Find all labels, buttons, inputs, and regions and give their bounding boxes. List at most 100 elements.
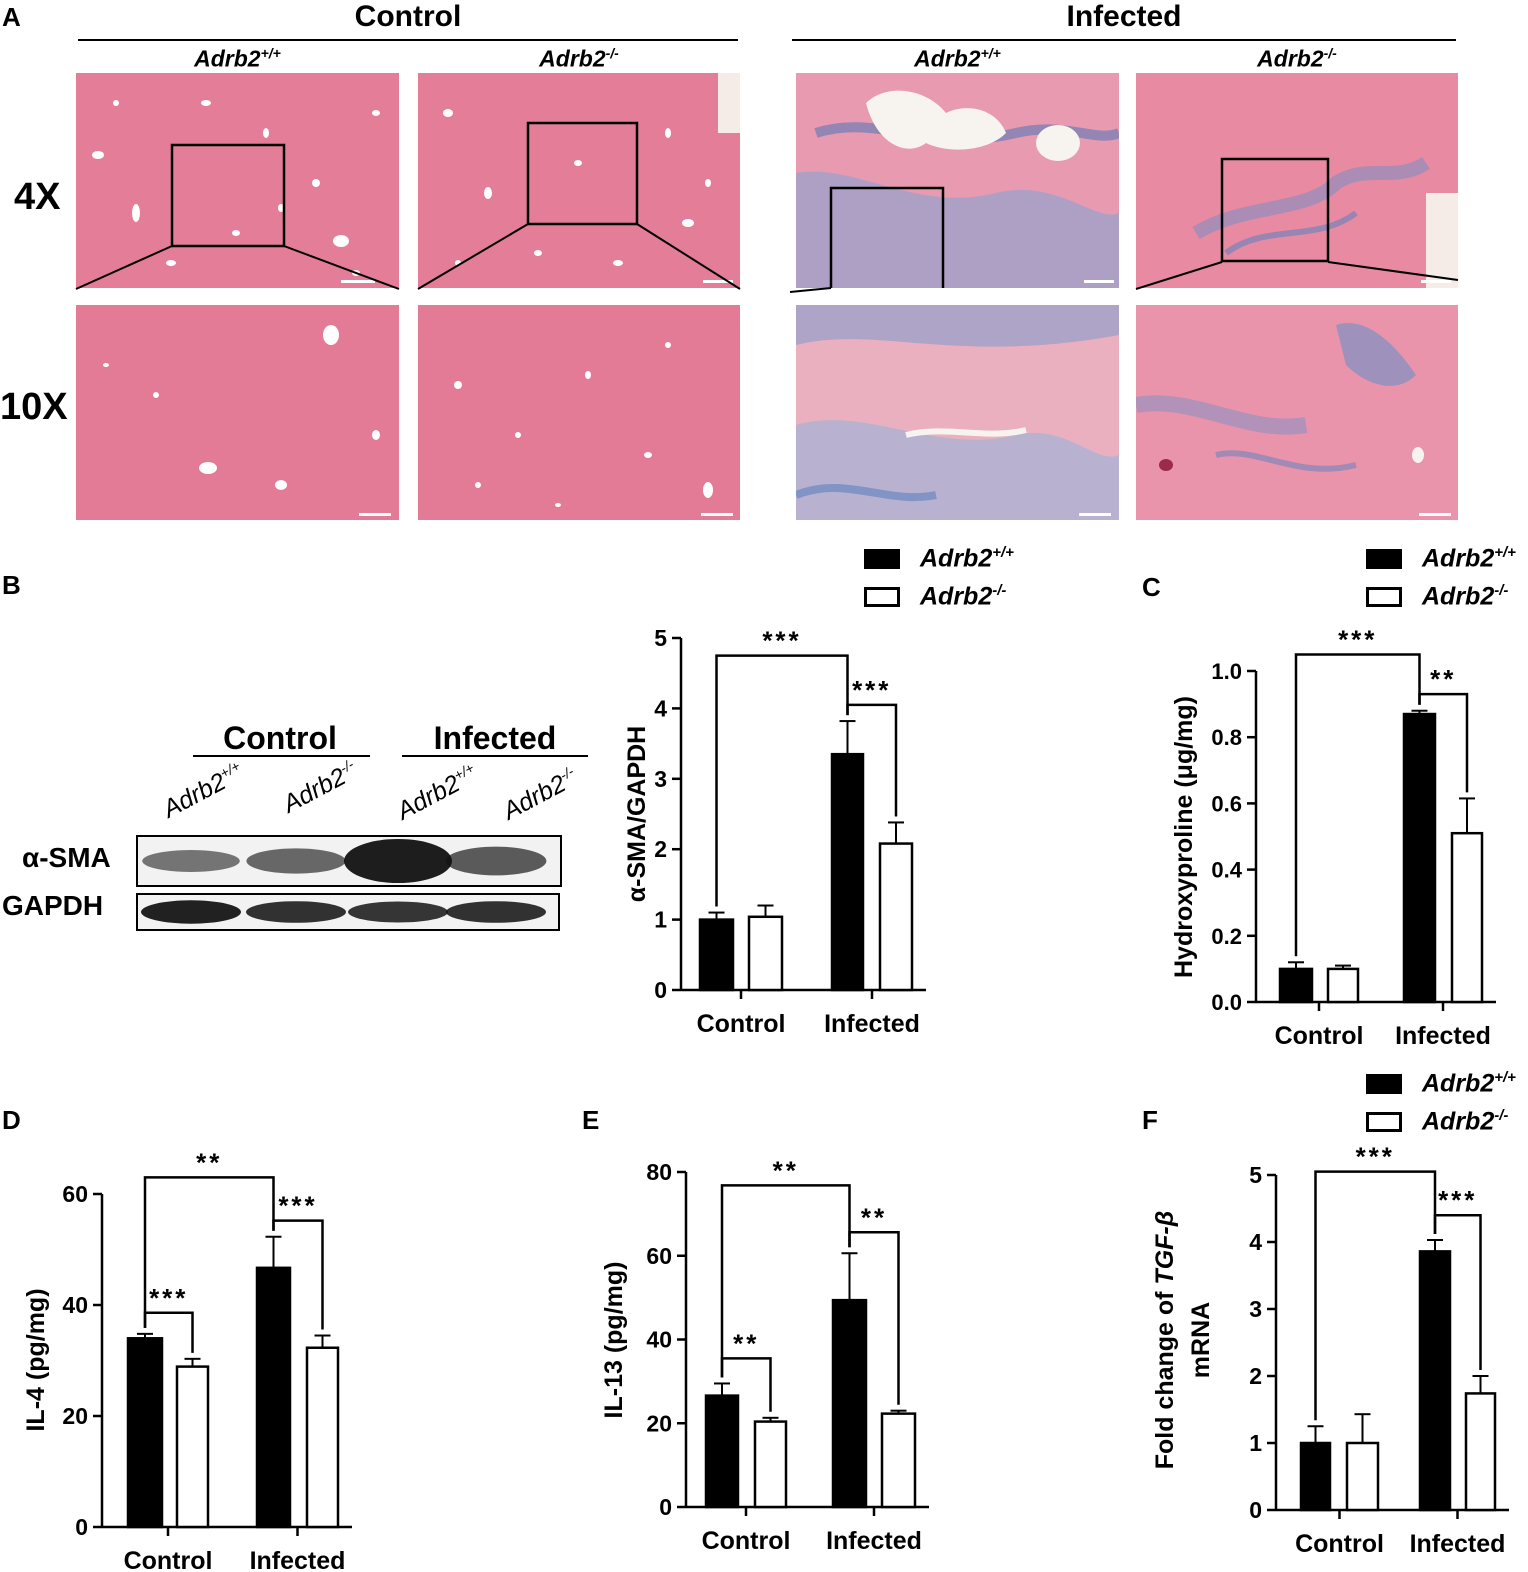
legend-b-swatch-wt <box>864 549 900 569</box>
chart-e: 0 20 40 60 80 IL-13 (pg/mg) Control Infected ** *… <box>600 1155 929 1555</box>
chart-e-bar-0-1 <box>753 1420 788 1509</box>
micrograph-control-wt-4x <box>76 73 399 288</box>
chart-c-bar-1-1 <box>1450 831 1484 1004</box>
micrograph-control-ko-4x <box>418 73 740 288</box>
blot-group-control: Control <box>223 720 337 756</box>
legend-f-entry-ko: Adrb2-/- <box>1366 1103 1516 1141</box>
panel-a-group-control: Control <box>354 0 462 33</box>
panel-letter-b: B <box>2 570 21 600</box>
chart-f-ylabel: Fold change of TGF-βmRNA <box>1151 1211 1215 1470</box>
chart-e-sig-label-2: ** <box>733 1328 759 1358</box>
chart-b-bar-0-1 <box>747 915 784 992</box>
chart-c-ytick-label-5: 1.0 <box>1211 659 1242 684</box>
blot-band-gapdh-2 <box>246 901 346 923</box>
blot-band-gapdh-3 <box>348 901 448 923</box>
chart-d-bar-0-0 <box>126 1337 164 1529</box>
panel-a-infected-rule <box>792 39 1456 41</box>
chart-d-ytick-label-2: 40 <box>62 1292 88 1318</box>
chart-e-sig-bracket-0 <box>720 1184 851 1378</box>
chart-f-xtick-label-0: Control <box>1295 1530 1384 1558</box>
chart-d-sig-bracket-1 <box>272 1219 324 1330</box>
chart-c-ytick-label-1: 0.2 <box>1211 924 1242 949</box>
chart-e-sig-bracket-2 <box>720 1357 772 1412</box>
chart-d-ytick-label-1: 20 <box>62 1403 88 1429</box>
chart-b-ytick-label-1: 1 <box>654 907 667 933</box>
blot-band-gapdh-1 <box>141 900 241 924</box>
chart-c-bar-0-1 <box>1326 967 1360 1004</box>
chart-f-sig-label-1: *** <box>1438 1185 1477 1215</box>
chart-b-ylabel: α-SMA/GAPDH <box>623 726 651 902</box>
legend-b-entry-ko: Adrb2-/- <box>864 578 1014 616</box>
blot-band-asma-2 <box>246 848 346 874</box>
chart-b-bar-1-0 <box>830 752 865 992</box>
chart-c-ytick-label-0: 0.0 <box>1211 990 1242 1015</box>
chart-c-sig-label-0: *** <box>1338 624 1377 654</box>
chart-f-bar-0-0 <box>1299 1441 1332 1512</box>
chart-c-bar-1-0 <box>1402 712 1437 1004</box>
panel-letter-a: A <box>2 2 21 32</box>
panel-letter-f: F <box>1142 1105 1158 1135</box>
panel-letter-c: C <box>1142 572 1161 602</box>
chart-c-ytick-label-4: 0.8 <box>1211 725 1242 750</box>
chart-d-sig-label-0: ** <box>196 1147 222 1177</box>
chart-f-ytick-label-5: 5 <box>1249 1162 1262 1188</box>
chart-c-ytick-label-2: 0.4 <box>1211 858 1242 883</box>
chart-e-ytick-label-0: 0 <box>659 1494 672 1520</box>
panel-a-zoom-connectors <box>75 223 1459 293</box>
chart-b-xtick-label-1: Infected <box>824 1010 920 1038</box>
chart-e-ytick-label-1: 20 <box>646 1410 672 1436</box>
chart-f-ytick-label-0: 0 <box>1249 1497 1262 1523</box>
panel-a-genotype-1: Adrb2+/+ <box>194 45 281 72</box>
chart-c: 0.0 0.2 0.4 0.6 0.8 1.0 Hydroxyproline (μg/mg)… <box>1170 624 1496 1050</box>
chart-f: 0 1 2 3 4 5 Fold change of TGF-βmRNA Control Inf… <box>1151 1142 1509 1558</box>
chart-c-xtick-label-1: Infected <box>1395 1022 1491 1050</box>
chart-b-ytick-label-3: 3 <box>654 766 667 792</box>
legend-f-entry-wt: Adrb2+/+ <box>1366 1065 1516 1103</box>
chart-b-sig-label-1: *** <box>852 675 891 705</box>
chart-f-ytick-label-1: 1 <box>1249 1430 1262 1456</box>
panel-a-genotype-4: Adrb2-/- <box>1257 45 1337 72</box>
blot-row-label-asma: α-SMA <box>22 842 111 873</box>
chart-e-sig-label-1: ** <box>861 1202 887 1232</box>
chart-d-xtick-label-0: Control <box>124 1547 213 1572</box>
panel-letter-d: D <box>2 1105 21 1135</box>
chart-d-ytick-label-3: 60 <box>62 1181 88 1207</box>
legend-c-entry-ko: Adrb2-/- <box>1366 578 1516 616</box>
chart-d-ylabel: IL-4 (pg/mg) <box>22 1288 50 1431</box>
chart-e-xtick-label-1: Infected <box>826 1527 922 1555</box>
chart-f-sig-label-0: *** <box>1356 1142 1395 1172</box>
legend-c-entry-wt: Adrb2+/+ <box>1366 540 1516 578</box>
chart-e-bar-1-1 <box>880 1412 917 1509</box>
chart-e-ytick-label-4: 80 <box>646 1159 672 1185</box>
chart-f-ytick-label-3: 3 <box>1249 1296 1262 1322</box>
blot-control-rule <box>193 755 370 757</box>
legend-b-entry-wt: Adrb2+/+ <box>864 540 1014 578</box>
magnification-10x: 10X <box>0 386 68 428</box>
chart-d-sig-bracket-0 <box>143 1176 275 1328</box>
legend-b-swatch-ko <box>864 587 900 607</box>
chart-b-ytick-label-0: 0 <box>654 977 667 1003</box>
chart-d-xtick-label-1: Infected <box>250 1547 346 1572</box>
panel-a-genotype-3: Adrb2+/+ <box>914 45 1001 72</box>
blot-band-asma-1 <box>142 850 240 872</box>
micrograph-control-wt-10x <box>76 305 399 520</box>
chart-f-sig-bracket-0 <box>1314 1170 1437 1421</box>
chart-c-ytick-label-3: 0.6 <box>1211 791 1242 816</box>
chart-f-bar-0-1 <box>1345 1441 1380 1512</box>
chart-e-ytick-label-2: 40 <box>646 1327 672 1353</box>
chart-e-xtick-label-0: Control <box>702 1527 791 1555</box>
chart-c-sig-label-1: ** <box>1430 664 1456 694</box>
chart-f-xtick-label-1: Infected <box>1410 1530 1506 1558</box>
chart-c-sig-bracket-0 <box>1294 653 1421 957</box>
chart-e-bar-1-0 <box>831 1298 868 1509</box>
blot-band-gapdh-4 <box>446 901 546 923</box>
chart-b-sig-label-0: *** <box>762 626 801 656</box>
chart-d-sig-label-2: *** <box>149 1283 188 1313</box>
chart-e-sig-bracket-1 <box>848 1231 900 1405</box>
micrograph-control-ko-10x <box>418 305 740 520</box>
chart-d-bar-1-1 <box>305 1346 340 1529</box>
chart-b-sig-bracket-1 <box>846 703 898 817</box>
western-blot-image <box>136 835 562 931</box>
legend-f-swatch-ko <box>1366 1112 1402 1132</box>
